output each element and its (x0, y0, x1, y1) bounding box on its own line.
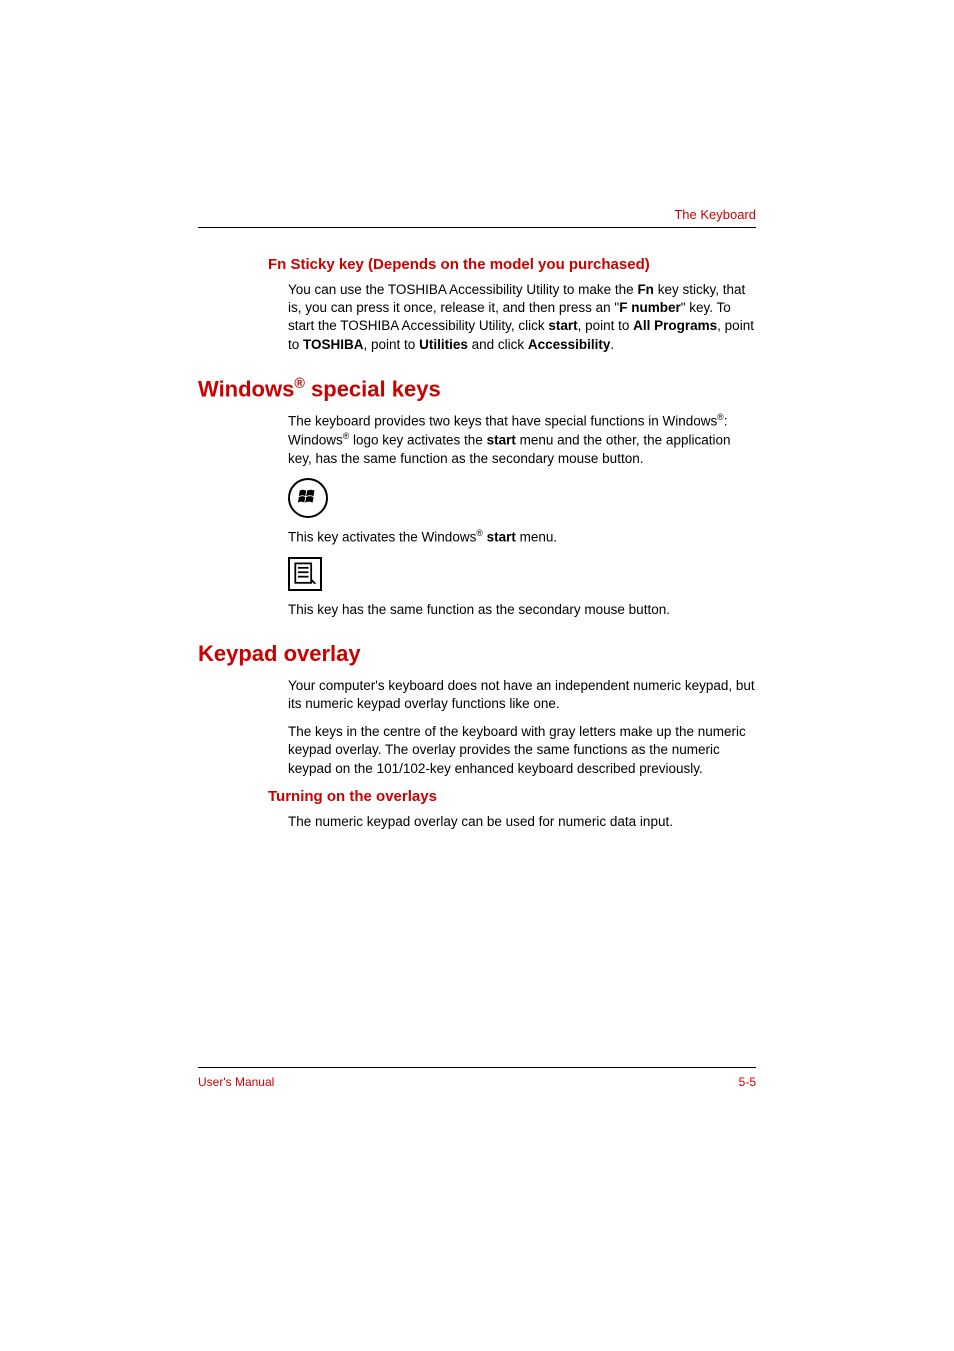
caption-application-key: This key has the same function as the se… (288, 601, 756, 619)
windows-logo-key-icon (288, 478, 328, 518)
caption-windows-logo-key: This key activates the Windows® start me… (288, 528, 756, 547)
application-key-icon-row (288, 557, 756, 591)
header-rule (198, 227, 756, 228)
para-fn-sticky: You can use the TOSHIBA Accessibility Ut… (288, 281, 756, 354)
registered-mark: ® (476, 528, 482, 538)
text: The keyboard provides two keys that have… (288, 414, 717, 429)
registered-mark: ® (294, 376, 305, 392)
text-bold: F number (619, 300, 681, 315)
text: , point to (364, 337, 420, 352)
para-keypad-1: Your computer's keyboard does not have a… (288, 677, 756, 713)
text-bold: All Programs (633, 318, 717, 333)
text-bold: Accessibility (528, 337, 611, 352)
manual-page: The Keyboard Fn Sticky key (Depends on t… (0, 0, 954, 1351)
heading-keypad-overlay: Keypad overlay (198, 641, 756, 667)
text: and click (468, 337, 528, 352)
windows-logo-key-icon-row (288, 478, 756, 518)
text: logo key activates the (349, 432, 486, 447)
para-turning-on: The numeric keypad overlay can be used f… (288, 813, 756, 831)
windows-flag-icon (297, 487, 319, 509)
text-bold: start (487, 529, 516, 544)
footer-rule (198, 1067, 756, 1068)
text: special keys (305, 376, 441, 401)
header-section-label: The Keyboard (674, 207, 756, 222)
text-bold: Utilities (419, 337, 468, 352)
text-bold: TOSHIBA (303, 337, 364, 352)
heading-windows-special-keys: Windows® special keys (198, 376, 756, 402)
para-keypad-2: The keys in the centre of the keyboard w… (288, 723, 756, 778)
para-windows-keys-intro: The keyboard provides two keys that have… (288, 412, 756, 468)
text: You can use the TOSHIBA Accessibility Ut… (288, 282, 637, 297)
application-menu-key-icon (288, 557, 322, 591)
text: . (610, 337, 614, 352)
text: menu. (516, 529, 557, 544)
text: , point to (578, 318, 634, 333)
footer-manual-label: User's Manual (198, 1075, 274, 1089)
text-bold: Fn (637, 282, 654, 297)
text-bold: start (487, 432, 516, 447)
text-bold: start (548, 318, 577, 333)
text: This key activates the Windows (288, 529, 476, 544)
text: Windows (198, 376, 294, 401)
heading-turning-on-overlays: Turning on the overlays (268, 788, 756, 805)
footer-page-number: 5-5 (739, 1075, 756, 1089)
heading-fn-sticky: Fn Sticky key (Depends on the model you … (268, 256, 756, 273)
menu-list-icon (290, 557, 320, 591)
page-content: Fn Sticky key (Depends on the model you … (198, 250, 756, 841)
